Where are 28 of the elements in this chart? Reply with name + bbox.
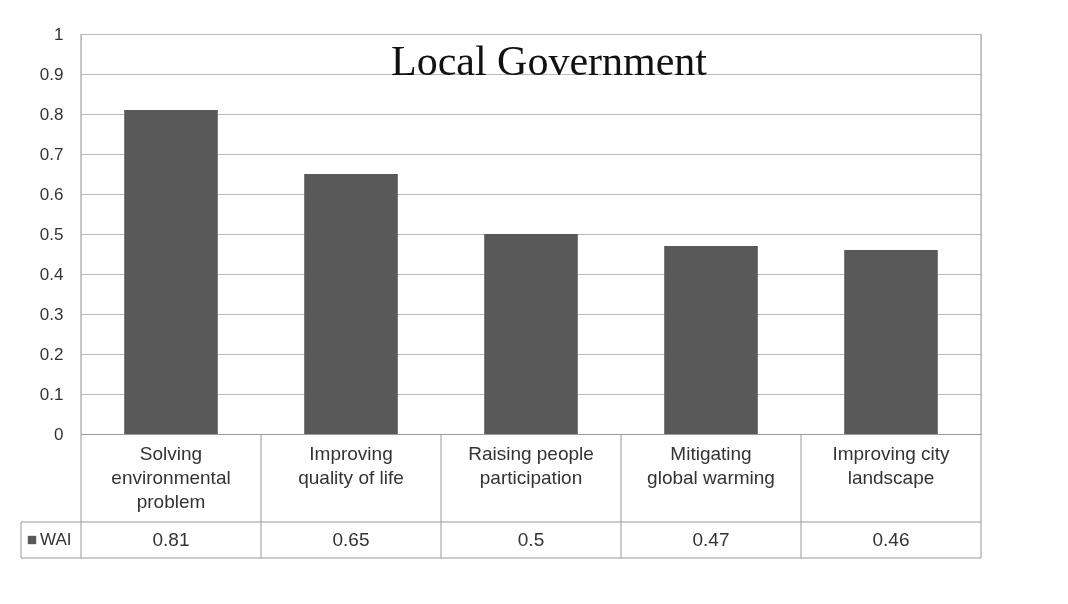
bar: [844, 250, 938, 434]
y-tick-label: 1: [54, 24, 64, 44]
bar: [484, 234, 578, 434]
data-label: 0.46: [872, 529, 910, 550]
bar: [664, 246, 758, 434]
y-tick-label: 0.2: [39, 344, 64, 364]
x-tick-label: Mitigating global warming: [647, 442, 775, 488]
y-tick-label: 0.3: [39, 304, 64, 324]
data-label: 0.65: [332, 529, 370, 550]
y-tick-label: 0.8: [39, 104, 64, 124]
bar: [304, 174, 398, 434]
y-tick-label: 0.9: [39, 64, 64, 84]
x-tick-label: Raising people participation: [468, 442, 594, 488]
y-tick-label: 0.5: [39, 224, 64, 244]
x-tick-label: Improving city landscape: [832, 442, 951, 488]
y-tick-label: 0.6: [39, 184, 64, 204]
legend-label: WAI: [40, 530, 72, 549]
x-tick-label: Solving environmental problem: [111, 442, 231, 512]
y-tick-label: 0.7: [39, 144, 64, 164]
data-label: 0.81: [152, 529, 190, 550]
x-tick-label: Improving quality of life: [298, 442, 404, 488]
data-label: 0.47: [692, 529, 730, 550]
y-tick-label: 0: [54, 424, 64, 444]
y-tick-label: 0.1: [39, 384, 64, 404]
data-label: 0.5: [517, 529, 545, 550]
y-tick-label: 0.4: [39, 264, 64, 284]
chart-title: Local Government: [390, 38, 708, 84]
bar: [124, 110, 218, 434]
